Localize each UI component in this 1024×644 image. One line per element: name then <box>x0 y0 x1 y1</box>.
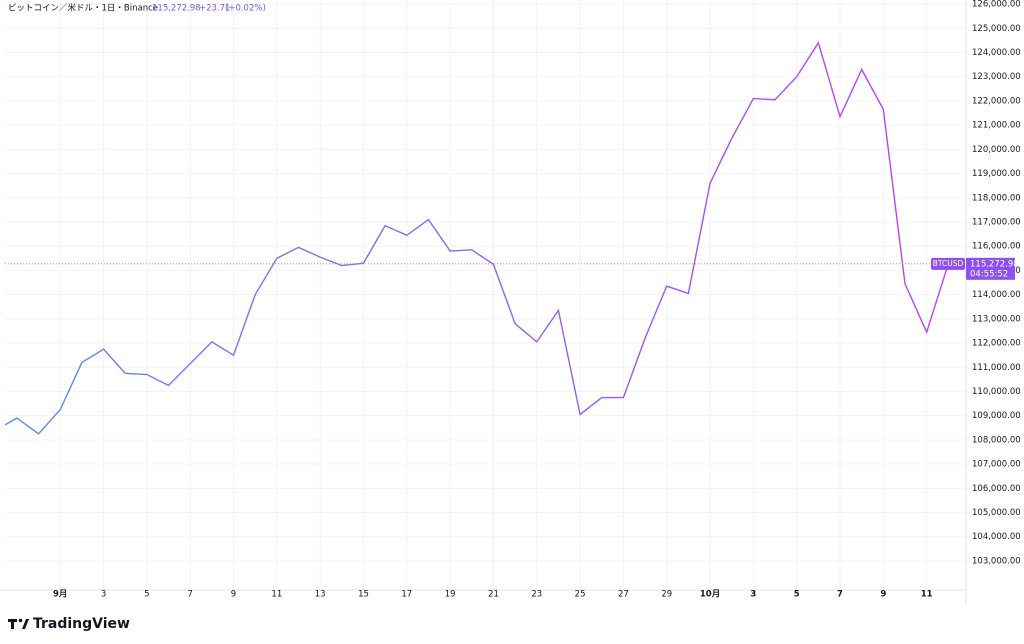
y-tick-label: 118,000.00 <box>972 193 1021 203</box>
x-tick-label: 11 <box>271 590 282 600</box>
x-tick-label: 27 <box>618 590 629 600</box>
y-tick-label: 125,000.00 <box>972 24 1021 34</box>
y-tick-label: 110,000.00 <box>972 387 1021 397</box>
y-tick-label: 108,000.00 <box>972 435 1021 445</box>
change-pct: (+0.02%) <box>225 4 266 14</box>
x-tick-label: 23 <box>531 590 542 600</box>
y-tick-label: 124,000.00 <box>972 48 1021 58</box>
x-tick-label: 13 <box>315 590 326 600</box>
y-tick-label: 107,000.00 <box>972 460 1021 470</box>
x-tick-label: 10月 <box>700 590 720 600</box>
series-label: BTCUSD <box>933 259 964 268</box>
x-tick-label: 29 <box>661 590 672 600</box>
x-tick-label: 3 <box>750 590 756 600</box>
x-tick-label: 25 <box>575 590 586 600</box>
x-tick-label: 17 <box>401 590 412 600</box>
y-tick-label: 117,000.00 <box>972 218 1021 228</box>
y-tick-label: 126,000.00 <box>972 0 1021 10</box>
x-tick-label: 11 <box>921 590 933 600</box>
y-tick-label: 123,000.00 <box>972 72 1021 82</box>
y-tick-label: 119,000.00 <box>972 169 1021 179</box>
x-tick-label: 3 <box>101 590 106 600</box>
series-label-box <box>931 257 965 270</box>
y-tick-label: 122,000.00 <box>972 96 1021 106</box>
y-tick-label: 121,000.00 <box>972 121 1021 131</box>
change: +23.71 <box>199 4 230 14</box>
x-tick-label: 7 <box>187 590 192 600</box>
y-tick-label: 114,000.00 <box>972 290 1021 300</box>
last-price: 115,272.98 <box>152 4 201 14</box>
y-tick-label: 103,000.00 <box>972 556 1021 566</box>
price-tag <box>966 257 1015 280</box>
x-tick-label: 9 <box>880 590 886 600</box>
price-line <box>5 41 949 435</box>
brand[interactable]: TradingView <box>33 616 130 632</box>
y-tick-label: 104,000.00 <box>972 532 1021 542</box>
x-tick-label: 19 <box>445 590 456 600</box>
y-tick-label: 106,000.00 <box>972 484 1021 494</box>
x-tick-label: 5 <box>794 590 800 600</box>
y-tick-label: 105,000.00 <box>972 508 1021 518</box>
x-tick-label: 7 <box>837 590 843 600</box>
countdown: 04:55:52 <box>970 269 1008 279</box>
y-tick-label: 116,000.00 <box>972 242 1021 252</box>
x-tick-label: 5 <box>144 590 149 600</box>
x-tick-label: 9月 <box>53 590 67 600</box>
y-tick-label: 112,000.00 <box>972 339 1021 349</box>
x-tick-label: 9 <box>231 590 236 600</box>
y-tick-label: 113,000.00 <box>972 314 1021 324</box>
x-tick-label: 15 <box>358 590 369 600</box>
chart-title: ビットコイン／米ドル・1日・Binance <box>8 3 158 14</box>
y-tick-label: 120,000.00 <box>972 145 1021 155</box>
price-tag-value: 115,272.98 <box>970 259 1019 269</box>
x-tick-label: 21 <box>488 590 499 600</box>
logo <box>8 618 29 629</box>
y-tick-label: 111,000.00 <box>972 363 1021 373</box>
y-tick-label: 109,000.00 <box>972 411 1021 421</box>
